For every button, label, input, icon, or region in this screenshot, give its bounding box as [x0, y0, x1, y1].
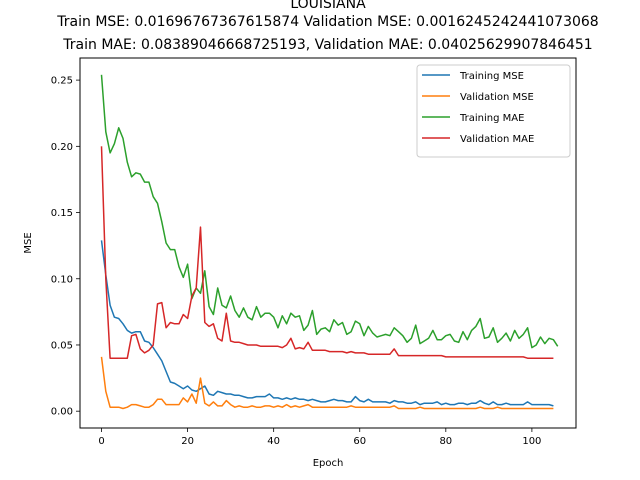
series-line-validation-mae — [100, 146, 554, 359]
y-tick-label: 0.25 — [51, 76, 73, 87]
chart-subtitle-mae: Train MAE: 0.08389046668725193, Validati… — [62, 37, 592, 53]
y-axis-ticks: 0.00 0.05 0.10 0.15 0.20 0.25 — [51, 76, 80, 418]
x-tick-label: 100 — [522, 436, 541, 447]
legend-label: Validation MSE — [460, 92, 534, 103]
legend-label: Training MAE — [459, 113, 524, 124]
x-tick-label: 80 — [439, 436, 452, 447]
plot-lines — [100, 74, 559, 410]
y-tick-label: 0.20 — [51, 142, 73, 153]
legend: Training MSE Validation MSE Training MAE Va… — [416, 64, 571, 158]
x-tick-label: 60 — [353, 436, 366, 447]
legend-label: Validation MAE — [460, 134, 534, 145]
y-tick-label: 0.15 — [51, 208, 73, 219]
x-axis-ticks: 0 20 40 60 80 100 — [98, 428, 541, 447]
y-tick-label: 0.10 — [51, 274, 73, 285]
x-tick-label: 20 — [181, 436, 194, 447]
chart-titles: LOUISIANA Train MSE: 0.01696767367615874… — [56, 0, 598, 53]
series-line-training-mse — [100, 240, 554, 407]
x-axis-label: Epoch — [313, 458, 344, 469]
legend-label: Training MSE — [459, 71, 524, 82]
series-line-validation-mse — [100, 356, 554, 410]
y-tick-label: 0.00 — [51, 407, 73, 418]
x-tick-label: 0 — [98, 436, 104, 447]
series-line-training-mae — [100, 74, 559, 349]
chart-title: LOUISIANA — [290, 0, 366, 12]
chart-subtitle-mse: Train MSE: 0.01696767367615874 Validatio… — [56, 14, 598, 30]
y-tick-label: 0.05 — [51, 340, 73, 351]
y-axis-label: MSE — [23, 232, 34, 253]
legend-box — [416, 64, 571, 158]
plot-frame — [79, 57, 577, 429]
x-tick-label: 40 — [267, 436, 280, 447]
